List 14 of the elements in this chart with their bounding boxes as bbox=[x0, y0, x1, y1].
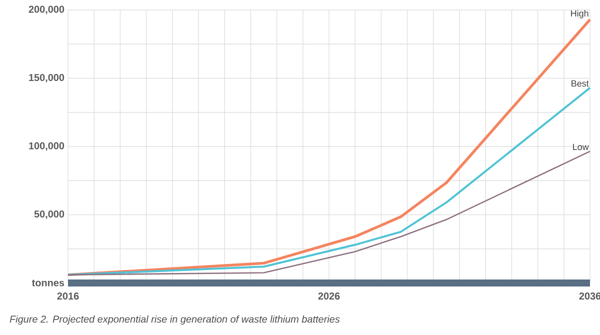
x-tick-label: 2026 bbox=[318, 292, 340, 300]
y-tick-label: 100,000 bbox=[29, 142, 64, 151]
y-tick-label: tonnes bbox=[32, 280, 64, 286]
line-series bbox=[67, 86, 592, 276]
y-tick-label: 50,000 bbox=[34, 210, 64, 220]
caption: Figure 2. Projected exponential rise in generation of waste lithium batteries bbox=[10, 315, 340, 325]
y-tick-label: 200,000 bbox=[28, 6, 64, 14]
x-tick-label: 2016 bbox=[57, 292, 79, 300]
series-label: Low bbox=[573, 144, 589, 150]
y-tick-label: 150,000 bbox=[29, 74, 64, 82]
series-label: High bbox=[571, 10, 588, 18]
series-label: Best bbox=[572, 80, 589, 87]
line-series bbox=[67, 150, 591, 276]
line-series bbox=[66, 18, 592, 276]
